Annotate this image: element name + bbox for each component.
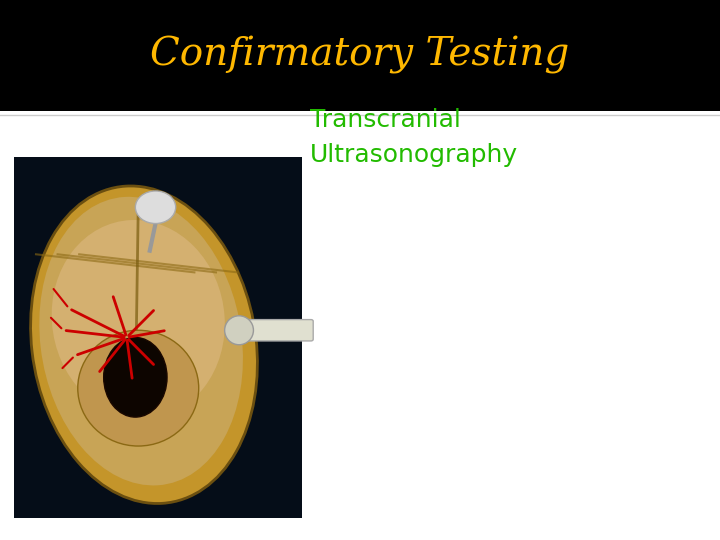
Ellipse shape <box>52 220 225 419</box>
Ellipse shape <box>40 197 243 485</box>
Ellipse shape <box>225 316 253 345</box>
FancyBboxPatch shape <box>237 320 313 341</box>
Ellipse shape <box>78 330 199 446</box>
Bar <box>0 0 720 111</box>
Ellipse shape <box>30 186 258 503</box>
Ellipse shape <box>104 338 167 417</box>
Text: Ultrasonography: Ultrasonography <box>310 144 518 167</box>
Bar <box>14 157 302 518</box>
Ellipse shape <box>135 191 176 224</box>
Text: Transcranial: Transcranial <box>310 109 461 132</box>
Text: Confirmatory Testing: Confirmatory Testing <box>150 36 570 75</box>
